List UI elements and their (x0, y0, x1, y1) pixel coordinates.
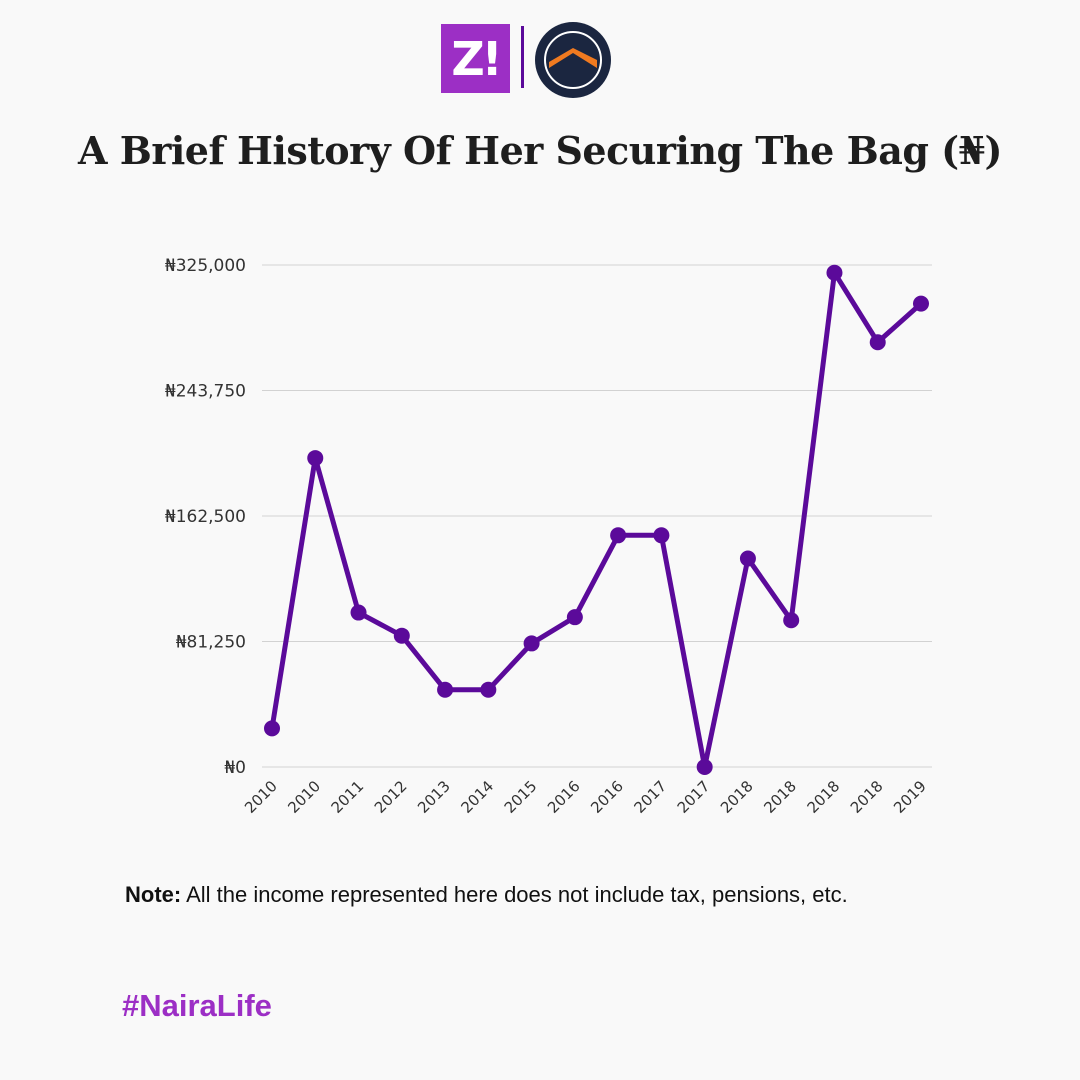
y-tick-label: ₦81,250 (176, 633, 246, 653)
data-point (869, 334, 886, 351)
data-point (826, 264, 843, 281)
series-line (269, 270, 923, 770)
x-tick-label: 2010 (241, 777, 281, 817)
hashtag: #NairaLife (122, 988, 272, 1023)
data-point (610, 527, 627, 544)
data-point (566, 609, 583, 626)
x-tick-label: 2014 (457, 777, 497, 817)
y-tick-label: ₦0 (224, 758, 246, 778)
x-tick-label: 2017 (674, 777, 714, 817)
data-point (783, 612, 800, 629)
x-tick-label: 2011 (328, 777, 368, 817)
data-point (437, 681, 454, 698)
x-tick-label: 2015 (501, 777, 541, 817)
y-tick-label: ₦243,750 (165, 382, 246, 402)
data-point (653, 527, 670, 544)
note-text: All the income represented here does not… (181, 882, 848, 907)
logo-divider (521, 26, 524, 88)
x-tick-label: 2018 (717, 777, 757, 817)
x-tick-label: 2018 (847, 777, 887, 817)
data-point (523, 635, 540, 652)
x-tick-label: 2010 (284, 777, 324, 817)
x-tick-label: 2018 (804, 777, 844, 817)
data-point (480, 681, 497, 698)
note-label: Note: (125, 882, 182, 907)
x-tick-label: 2017 (630, 777, 670, 817)
data-point (307, 450, 324, 467)
data-point (350, 604, 367, 621)
data-point (913, 295, 929, 312)
footnote: Note: All the income represented here do… (125, 878, 885, 912)
y-tick-label: ₦325,000 (165, 256, 246, 276)
partner-logo (535, 22, 611, 98)
x-tick-label: 2019 (890, 777, 930, 817)
data-point (264, 720, 280, 737)
data-point (739, 550, 756, 567)
data-point (393, 627, 410, 644)
page-title: A Brief History Of Her Securing The Bag … (77, 128, 1003, 173)
x-tick-label: 2016 (544, 777, 584, 817)
zikoko-logo: Z! (441, 24, 510, 93)
x-tick-label: 2018 (760, 777, 800, 817)
y-tick-label: ₦162,500 (165, 507, 246, 527)
x-tick-label: 2016 (587, 777, 627, 817)
x-tick-label: 2013 (414, 777, 454, 817)
x-tick-label: 2012 (371, 777, 411, 817)
data-point (696, 759, 713, 775)
